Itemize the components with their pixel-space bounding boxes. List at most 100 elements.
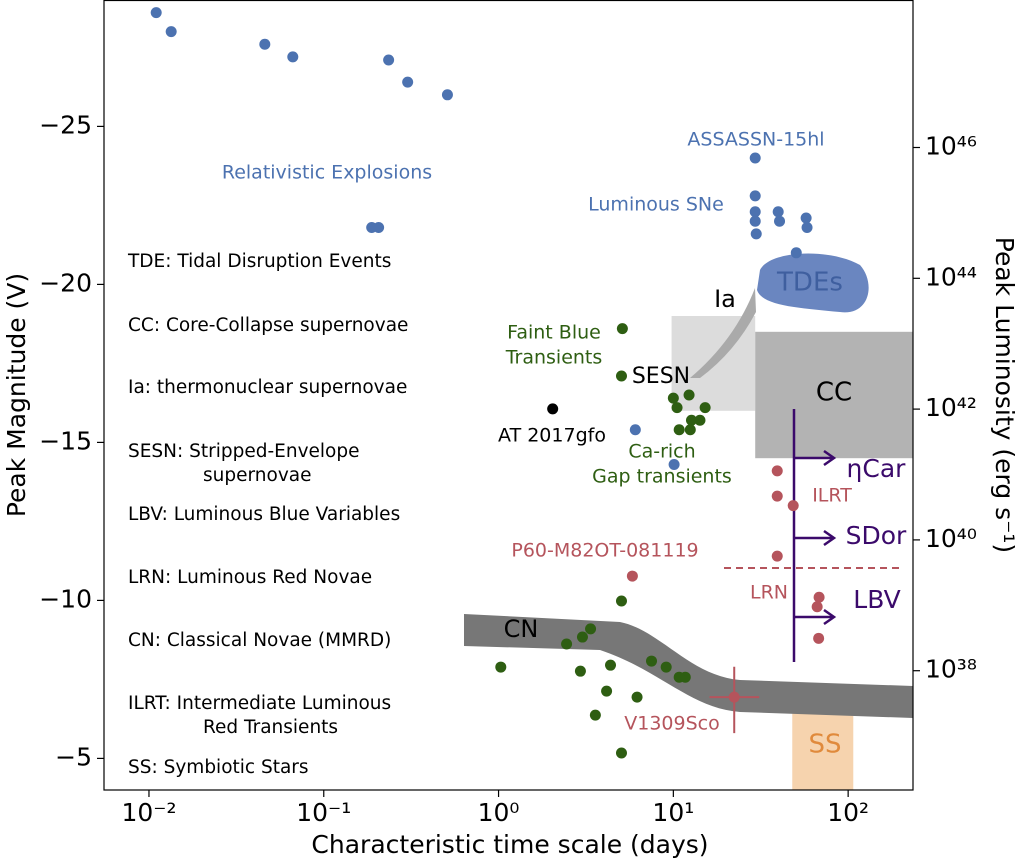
point xyxy=(749,190,761,202)
annotation: LBV xyxy=(853,585,900,614)
point xyxy=(165,26,177,38)
point xyxy=(671,402,683,414)
point xyxy=(801,222,813,234)
point xyxy=(631,691,643,703)
point xyxy=(774,215,786,227)
point xyxy=(576,631,588,643)
annotation: SDor xyxy=(846,521,907,550)
annotation: LRN xyxy=(750,582,788,604)
point xyxy=(287,51,299,63)
y-tick-label: −20 xyxy=(39,268,92,297)
annotation: Transients xyxy=(505,347,603,369)
note: TDE: Tidal Disruption Events xyxy=(127,251,391,272)
point xyxy=(667,392,679,404)
annotation: CC xyxy=(816,378,852,408)
annotation: ILRT xyxy=(812,485,852,507)
annotation: Faint Blue xyxy=(507,322,601,344)
labels: Relativistic Explosions ASSASSN-15hl Lumin… xyxy=(127,129,907,779)
annotation: SS xyxy=(808,730,841,760)
y-tick-label: −10 xyxy=(39,584,92,613)
point xyxy=(771,550,783,562)
points xyxy=(150,7,825,759)
point xyxy=(615,595,627,607)
note: SESN: Stripped-Envelope xyxy=(128,441,360,462)
x-tick-label: 10¹ xyxy=(652,798,694,827)
point xyxy=(749,152,761,164)
y-tick-label: −5 xyxy=(55,742,92,771)
annotation: Ia xyxy=(714,285,736,313)
region xyxy=(755,331,913,459)
annotation: P60-M82OT-081119 xyxy=(511,540,698,562)
point xyxy=(601,685,613,697)
tde-region xyxy=(757,253,869,313)
point xyxy=(771,465,783,477)
point xyxy=(629,424,641,436)
point xyxy=(787,500,799,512)
point xyxy=(673,424,685,436)
point xyxy=(383,54,395,66)
y2-tick-label: 10³⁸ xyxy=(925,655,977,684)
annotation: Gap transients xyxy=(592,466,732,488)
point xyxy=(589,709,601,721)
point xyxy=(646,655,658,667)
note: supernovae xyxy=(203,465,311,486)
point xyxy=(749,215,761,227)
point xyxy=(771,490,783,502)
point xyxy=(547,403,559,415)
point xyxy=(616,323,628,335)
point xyxy=(811,601,823,613)
note: CN: Classical Novae (MMRD) xyxy=(128,630,391,651)
annotation: ηCar xyxy=(847,454,907,483)
point xyxy=(728,691,740,703)
x-axis-label: Characteristic time scale (days) xyxy=(311,830,708,859)
plot-frame xyxy=(103,0,914,791)
point xyxy=(749,206,761,218)
note: LBV: Luminous Blue Variables xyxy=(128,504,400,525)
point xyxy=(605,659,617,671)
point xyxy=(772,206,784,218)
point xyxy=(813,632,825,644)
point xyxy=(441,89,453,101)
x-tick-label: 10⁻¹ xyxy=(296,798,351,827)
point xyxy=(150,7,162,19)
note: Ia: thermonuclear supernovae xyxy=(128,377,407,398)
point xyxy=(685,414,697,426)
annotation: Relativistic Explosions xyxy=(222,162,432,184)
lbv-marker xyxy=(792,409,837,662)
point xyxy=(790,247,802,259)
point xyxy=(683,389,695,401)
point xyxy=(402,76,414,88)
annotation: Ca-rich xyxy=(628,441,695,463)
point xyxy=(684,424,696,436)
point xyxy=(561,638,573,650)
point xyxy=(615,747,627,759)
ia-band xyxy=(690,288,756,378)
point xyxy=(585,623,597,635)
annotation: SESN xyxy=(632,364,690,389)
note: ILRT: Intermediate Luminous xyxy=(128,693,391,714)
y2-tick-label: 10⁴⁶ xyxy=(925,131,977,160)
y-tick-label: −15 xyxy=(39,426,92,455)
annotation: ASSASSN-15hl xyxy=(687,129,824,151)
point xyxy=(800,212,812,224)
note: CC: Core-Collapse supernovae xyxy=(128,315,408,336)
point xyxy=(574,665,586,677)
point xyxy=(660,661,672,673)
y2-tick-label: 10⁴² xyxy=(925,393,977,422)
point xyxy=(373,222,385,234)
annotation: TDEs xyxy=(776,268,843,298)
point xyxy=(750,228,762,240)
x-tick-label: 10⁻² xyxy=(121,798,176,827)
point xyxy=(699,402,711,414)
annotation: AT 2017gfo xyxy=(498,425,606,447)
point xyxy=(673,671,685,683)
point xyxy=(495,661,507,673)
annotation: Luminous SNe xyxy=(588,194,724,216)
x-tick-label: 10⁰ xyxy=(478,798,520,827)
x-tick-label: 10² xyxy=(827,798,869,827)
annotation: CN xyxy=(504,615,539,643)
point xyxy=(813,591,825,603)
note: SS: Symbiotic Stars xyxy=(128,757,309,778)
